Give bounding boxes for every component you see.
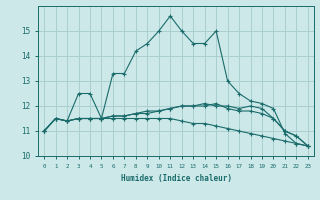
X-axis label: Humidex (Indice chaleur): Humidex (Indice chaleur) bbox=[121, 174, 231, 183]
